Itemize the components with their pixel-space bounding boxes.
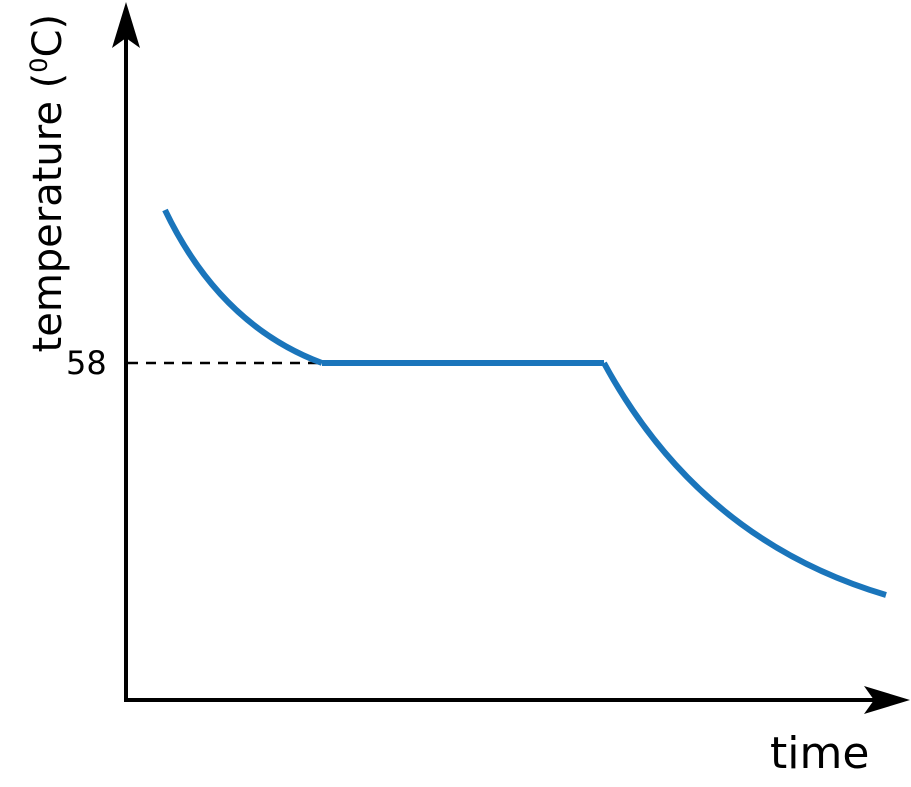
y-tick-58: 58 [66, 344, 107, 382]
y-axis-label-degree: 0 [24, 57, 53, 73]
y-axis-label: temperature (0C) [25, 3, 71, 363]
y-axis-label-text: temperature ( [25, 72, 72, 353]
y-axis-label-unit: C) [25, 13, 72, 58]
y-axis-arrow [112, 2, 140, 48]
curve-segment-cooling-solid [601, 361, 887, 598]
x-axis-label: time [770, 728, 870, 779]
x-axis-arrow [864, 686, 910, 714]
curve-segment-cooling-liquid [162, 208, 324, 366]
